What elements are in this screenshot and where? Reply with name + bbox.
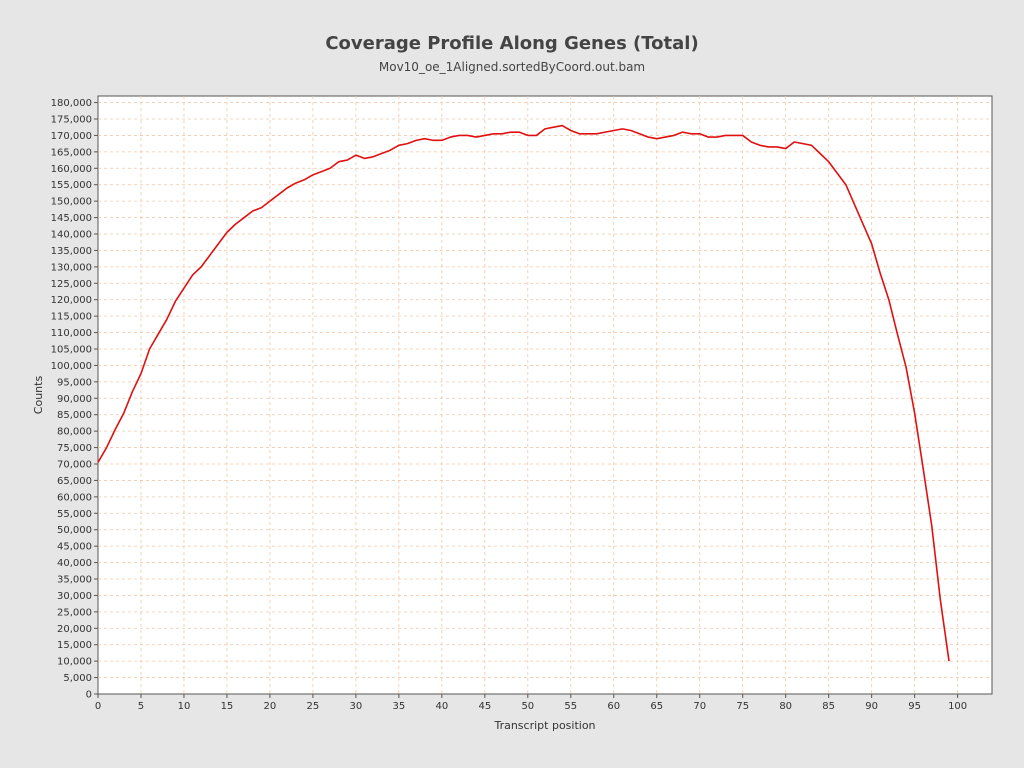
x-tick-label: 80	[779, 701, 792, 712]
y-tick-label: 55,000	[57, 509, 92, 520]
x-axis-label: Transcript position	[493, 719, 595, 732]
y-axis: 0 5,000 10,000 15,000 20,000 25,000 30,000 35,0…	[51, 98, 98, 701]
y-tick-label: 130,000	[51, 262, 92, 273]
y-tick-label: 80,000	[57, 427, 92, 438]
y-tick-label: 50,000	[57, 525, 92, 536]
x-tick-label: 25	[307, 701, 320, 712]
x-tick-label: 30	[350, 701, 363, 712]
y-tick-label: 35,000	[57, 575, 92, 586]
y-tick-label: 140,000	[51, 230, 92, 241]
y-tick-label: 160,000	[51, 164, 92, 175]
y-tick-label: 85,000	[57, 410, 92, 421]
x-tick-label: 5	[138, 701, 144, 712]
x-tick-label: 95	[908, 701, 921, 712]
plot-area	[97, 95, 993, 695]
y-tick-label: 95,000	[57, 377, 92, 388]
y-tick-label: 15,000	[57, 640, 92, 651]
y-axis-label: Counts	[32, 376, 45, 415]
chart-title: Coverage Profile Along Genes (Total)	[325, 33, 698, 54]
x-tick-label: 45	[478, 701, 491, 712]
y-tick-label: 30,000	[57, 591, 92, 602]
y-tick-label: 180,000	[51, 98, 92, 109]
y-tick-label: 20,000	[57, 624, 92, 635]
x-tick-label: 55	[564, 701, 577, 712]
x-tick-label: 75	[736, 701, 749, 712]
x-axis: 0 5 10 15 20 25 30 35 40 45 50 55 60 65 70 75 80 85 90 95 10…	[95, 694, 967, 712]
x-tick-label: 0	[95, 701, 101, 712]
x-tick-label: 60	[607, 701, 620, 712]
y-tick-label: 90,000	[57, 394, 92, 405]
series-group	[97, 124, 950, 662]
y-tick-label: 120,000	[51, 295, 92, 306]
y-tick-label: 100,000	[51, 361, 92, 372]
y-tick-label: 170,000	[51, 131, 92, 142]
y-tick-label: 110,000	[51, 328, 92, 339]
x-tick-label: 20	[264, 701, 277, 712]
x-tick-label: 40	[435, 701, 448, 712]
x-tick-label: 70	[693, 701, 706, 712]
y-tick-label: 150,000	[51, 197, 92, 208]
x-tick-label: 100	[948, 701, 967, 712]
y-tick-label: 70,000	[57, 460, 92, 471]
y-tick-label: 75,000	[57, 443, 92, 454]
y-tick-label: 10,000	[57, 657, 92, 668]
y-tick-label: 5,000	[63, 673, 92, 684]
x-tick-label: 90	[865, 701, 878, 712]
y-tick-label: 60,000	[57, 492, 92, 503]
y-tick-label: 165,000	[51, 147, 92, 158]
y-tick-label: 25,000	[57, 607, 92, 618]
y-tick-label: 0	[86, 690, 92, 701]
y-tick-label: 125,000	[51, 279, 92, 290]
x-tick-label: 35	[392, 701, 405, 712]
y-tick-label: 65,000	[57, 476, 92, 487]
x-tick-label: 85	[822, 701, 835, 712]
chart-subtitle: Mov10_oe_1Aligned.sortedByCoord.out.bam	[379, 60, 645, 74]
y-tick-label: 105,000	[51, 345, 92, 356]
y-tick-label: 40,000	[57, 558, 92, 569]
series-line-0	[97, 124, 950, 662]
x-tick-label: 50	[521, 701, 534, 712]
y-tick-label: 155,000	[51, 180, 92, 191]
x-tick-label: 10	[178, 701, 191, 712]
y-tick-label: 175,000	[51, 115, 92, 126]
y-tick-label: 115,000	[51, 312, 92, 323]
x-tick-label: 15	[221, 701, 234, 712]
y-tick-label: 145,000	[51, 213, 92, 224]
x-tick-label: 65	[650, 701, 663, 712]
grid-lines	[98, 96, 992, 694]
y-tick-label: 45,000	[57, 542, 92, 553]
y-tick-label: 135,000	[51, 246, 92, 257]
